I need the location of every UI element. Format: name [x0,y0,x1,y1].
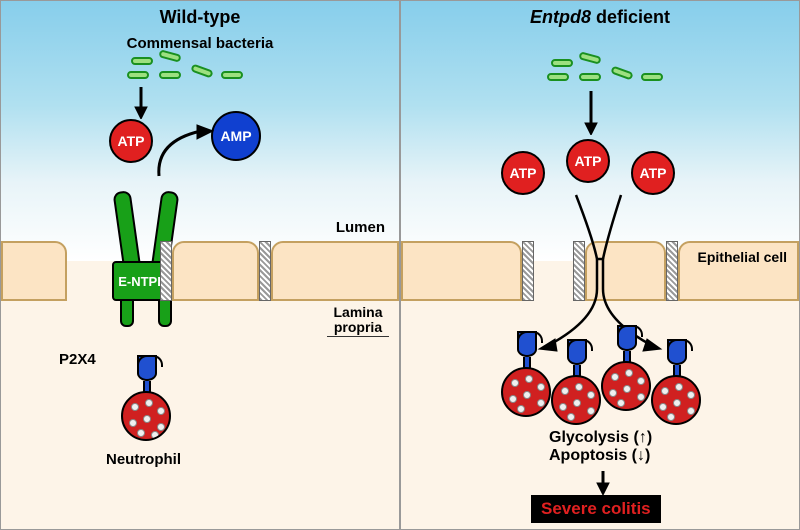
bacterium-icon [579,73,601,81]
bacterium-icon [127,71,149,79]
epithelial-cell [401,241,522,301]
bacterium-icon [547,73,569,81]
bacterium-icon [131,57,153,65]
bacterium-icon [641,73,663,81]
bacterium-icon [551,59,573,67]
glycolysis-text: Glycolysis (↑)Apoptosis (↓) [549,429,652,465]
arrow-down-icon [131,85,151,119]
apoptosis-line: Apoptosis (↓) [549,447,650,464]
atp-molecule: ATP [109,119,153,163]
title-rest: deficient [591,7,670,27]
atp-molecule: ATP [566,139,610,183]
title-italic: Entpd8 [530,7,591,27]
panel-title-right: Entpd8 deficient [530,7,670,28]
epithelium-left [1,241,399,301]
figure-container: Wild-type Commensal bacteria ATP AMP E-N… [0,0,800,530]
panel-title-left: Wild-type [160,7,241,28]
p2x4-receptor-icon [567,339,587,379]
arrow-down-icon [581,89,601,135]
severe-colitis-box: Severe colitis [531,495,661,523]
panel-wildtype: Wild-type Commensal bacteria ATP AMP E-N… [0,0,400,530]
bacterium-icon [159,71,181,79]
p2x4-label: P2X4 [59,351,96,368]
lamina-line2: propria [334,319,382,335]
p2x4-receptor-icon [667,339,687,379]
epithelial-cell [172,241,259,301]
p2x4-receptor-icon [617,325,637,365]
epithelial-label: Epithelial cell [698,249,787,265]
panel-deficient: Entpd8 deficient ATP ATP ATP Epithelial … [400,0,800,530]
commensal-label: Commensal bacteria [127,35,274,52]
flow-arrows-icon [521,189,681,359]
lamina-region-left [1,261,399,529]
tight-junction-icon [259,241,271,301]
p2x4-receptor-icon [517,331,537,371]
epithelial-cell [271,241,399,301]
neutrophil-cell [501,367,551,417]
bacterium-icon [221,71,243,79]
neutrophil-cell [601,361,651,411]
neutrophil-cell [121,391,171,441]
lamina-line1: Lamina [333,304,382,320]
epithelial-cell [1,241,67,301]
tight-junction-icon [160,241,172,301]
entpd8-ext-icon [158,299,172,327]
glycolysis-line: Glycolysis (↑) [549,429,652,446]
entpd8-ext-icon [120,299,134,327]
p2x4-receptor-icon [137,355,157,395]
lamina-label: Laminapropria [327,305,389,337]
arrow-down-icon [593,469,613,495]
neutrophil-label: Neutrophil [106,451,181,468]
neutrophil-cell [551,375,601,425]
lumen-label: Lumen [336,219,385,236]
neutrophil-cell [651,375,701,425]
